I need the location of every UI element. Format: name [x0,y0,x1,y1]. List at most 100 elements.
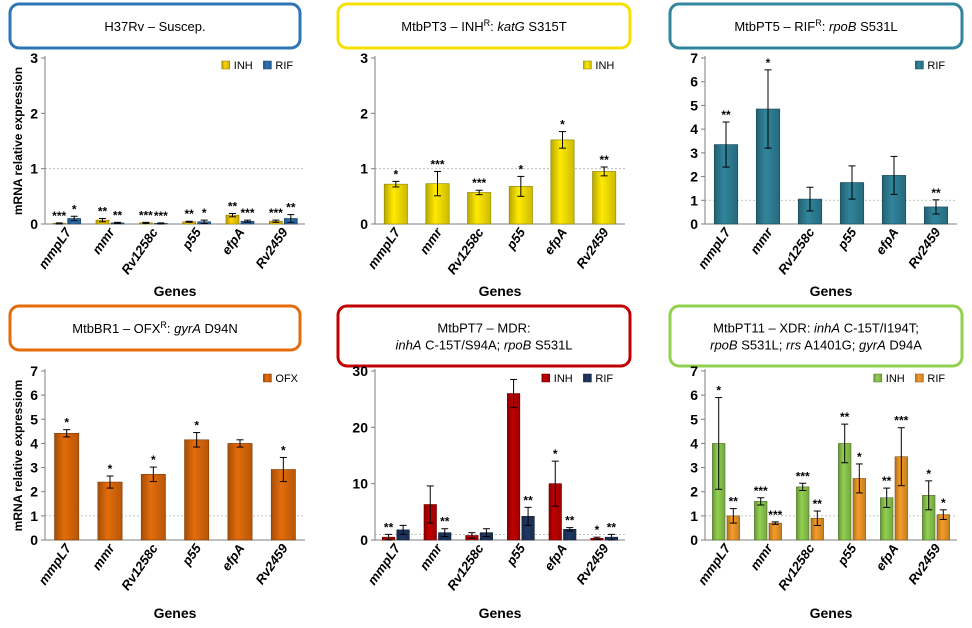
title-part: S531L [531,338,572,353]
significance-label: ** [286,201,296,215]
y-tick-label: 1 [690,508,698,524]
title-part: gyrA [174,321,201,336]
legend-swatch-inh [221,60,231,70]
category-label-p55: p55 [503,540,529,568]
title-part: gyrA [859,338,886,353]
significance-label: * [393,167,398,181]
bar-mmpl7-inh [383,183,408,225]
y-tick-label: 7 [690,363,698,379]
significance-label: *** [52,209,66,223]
y-tick-label: 0 [690,532,698,548]
category-label-rv2459: Rv2459 [905,224,944,271]
category-label-rv1258c: Rv1258c [444,224,487,276]
panel-mtbbr1: MtbBR1 – OFXR: gyrA D94N 0 1 2 3 4 5 6 7 * * * * * mmp… [8,304,305,621]
panel-title-box [668,2,964,50]
category-label-efpa: efpA [219,541,248,573]
category-label-rv1258c: Rv1258c [775,224,818,276]
x-axis-title: Genes [154,283,197,299]
significance-label: *** [472,176,486,190]
title-part: MtbPT5 – RIF [734,19,815,34]
y-tick-label: 0 [360,216,368,232]
category-label-efpa: efpA [219,225,248,257]
title-part: rrs [786,338,802,353]
legend-label-rif: RIF [275,60,293,72]
category-label-rv2459: Rv2459 [252,540,291,587]
bar-mmr-inh [754,501,768,541]
category-label-rv1258c: Rv1258c [775,540,818,592]
y-tick-label: 3 [30,460,38,476]
y-tick-label: 4 [30,435,38,451]
panel-mtbpt11: MtbPT11 – XDR: inhA C-15T/I194T; rpoB S53… [668,304,964,621]
bar-p55-ofx [184,439,210,541]
bar-rv1258c-inh [796,486,810,541]
title-part: inhA [395,338,421,353]
title-part: D94A [886,338,922,353]
significance-label: *** [240,206,254,220]
y-tick-label: 0 [690,216,698,232]
y-tick-label: 2 [30,105,38,121]
legend-label-inh: INH [234,60,253,72]
title-part: : [822,19,829,34]
legend-label-rif: RIF [927,60,945,72]
y-tick-label: 5 [30,411,38,427]
y-tick-label: 4 [690,435,698,451]
category-label-p55: p55 [178,224,204,252]
title-superscript: R [815,18,822,28]
significance-label: * [72,202,77,216]
y-tick-label: 7 [690,50,698,66]
category-label-mmr: mmr [417,224,446,256]
y-tick-label: 5 [690,97,698,113]
significance-label: ** [813,497,823,511]
y-tick-label: 3 [690,145,698,161]
legend-swatch-inh [583,60,592,70]
significance-label: ** [113,208,123,222]
significance-label: * [857,450,862,464]
panel-title-box [8,2,302,50]
significance-label: * [595,523,600,537]
significance-label: ** [440,515,450,529]
title-superscript: R [484,18,491,28]
y-tick-label: 2 [360,105,368,121]
y-tick-label: 6 [690,387,698,403]
y-tick-label: 3 [360,50,368,66]
significance-label: *** [768,508,782,522]
legend-label-inh: INH [554,373,573,385]
title-part: S315T [525,19,567,34]
panel-mtbpt3: MtbPT3 – INHR: katG S315T0123***********… [336,2,632,299]
title-part: rpoB [829,19,857,34]
significance-label: *** [269,206,283,220]
title-part: MtbBR1 – OFX [72,321,160,336]
significance-label: ** [523,493,533,507]
y-axis-title: mRNA relative expression [11,67,25,215]
legend-swatch-rif [915,373,924,383]
y-tick-label: 6 [690,74,698,90]
significance-label: ** [599,153,609,167]
significance-label: ** [840,410,850,424]
title-part: S531L [856,19,897,34]
y-tick-label: 5 [690,411,698,427]
significance-label: ** [98,204,108,218]
panel-title: MtbPT5 – RIFR: rpoB S531L [734,18,897,34]
significance-label: *** [430,157,444,171]
y-tick-label: 2 [690,484,698,500]
category-label-mmpl7: mmpL7 [35,224,74,271]
category-label-mmr: mmr [417,540,446,572]
panel-title: inhA C-15T/S94A; rpoB S531L [395,338,572,353]
panel-title-box [8,304,302,352]
title-part: A1401G; [801,338,859,353]
category-label-mmr: mmr [747,224,776,256]
significance-label: * [194,419,199,433]
significance-label: ** [384,520,394,534]
bar-efpa-ofx [227,443,253,541]
legend-swatch-rif [583,373,592,383]
y-tick-label: 0 [30,216,38,232]
panel-mtbpt5: MtbPT5 – RIFR: rpoB S531L01234567*****mm… [668,2,964,299]
y-tick-label: 1 [30,508,38,524]
title-part: inhA [814,321,840,336]
title-part: S531L; [738,338,786,353]
category-label-rv2459: Rv2459 [252,224,291,271]
legend-label-ofx: OFX [275,373,298,385]
category-label-mmpl7: mmpL7 [695,224,734,271]
